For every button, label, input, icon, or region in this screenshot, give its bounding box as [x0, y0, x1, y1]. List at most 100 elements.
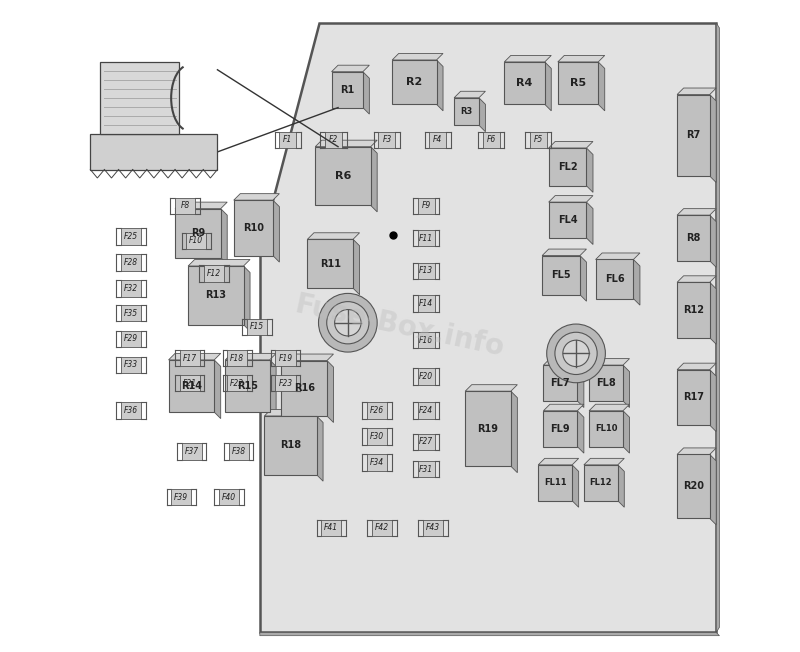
Polygon shape [595, 253, 640, 259]
FancyBboxPatch shape [392, 60, 437, 104]
FancyBboxPatch shape [234, 200, 273, 256]
Text: F13: F13 [419, 267, 433, 275]
Polygon shape [677, 363, 716, 370]
FancyBboxPatch shape [589, 365, 623, 401]
Text: R4: R4 [516, 78, 533, 88]
FancyBboxPatch shape [229, 443, 249, 460]
FancyBboxPatch shape [677, 282, 710, 338]
Text: F28: F28 [124, 258, 138, 267]
Text: F3: F3 [382, 136, 391, 144]
Polygon shape [716, 23, 719, 632]
FancyBboxPatch shape [246, 319, 267, 335]
FancyBboxPatch shape [558, 62, 598, 104]
Polygon shape [586, 148, 593, 192]
FancyBboxPatch shape [418, 295, 434, 312]
FancyBboxPatch shape [275, 350, 296, 366]
FancyBboxPatch shape [121, 228, 141, 244]
Text: F33: F33 [124, 361, 138, 369]
FancyBboxPatch shape [218, 489, 239, 505]
FancyBboxPatch shape [366, 402, 387, 419]
Polygon shape [589, 404, 630, 411]
Text: F1: F1 [283, 136, 293, 144]
Text: F30: F30 [370, 432, 384, 441]
Polygon shape [363, 72, 370, 114]
Text: R8: R8 [686, 233, 701, 243]
Polygon shape [542, 249, 586, 256]
FancyBboxPatch shape [366, 428, 387, 445]
Polygon shape [466, 385, 518, 391]
FancyBboxPatch shape [677, 215, 710, 261]
Text: R13: R13 [206, 290, 226, 301]
FancyBboxPatch shape [101, 61, 179, 134]
Text: Fuse-Box.info: Fuse-Box.info [293, 290, 507, 362]
FancyBboxPatch shape [530, 132, 546, 148]
Text: F2: F2 [329, 136, 338, 144]
FancyBboxPatch shape [366, 454, 387, 471]
Text: FL9: FL9 [550, 424, 570, 434]
Polygon shape [317, 416, 323, 481]
Polygon shape [545, 62, 551, 111]
Polygon shape [221, 209, 227, 264]
Text: FL8: FL8 [596, 378, 616, 388]
Polygon shape [270, 360, 276, 419]
FancyBboxPatch shape [677, 370, 710, 425]
FancyBboxPatch shape [121, 254, 141, 271]
FancyBboxPatch shape [321, 520, 342, 536]
FancyBboxPatch shape [430, 132, 446, 148]
Polygon shape [327, 361, 334, 422]
Text: F15: F15 [250, 323, 264, 331]
Polygon shape [273, 200, 279, 262]
Text: F31: F31 [419, 465, 433, 473]
Text: FL10: FL10 [594, 424, 618, 433]
Polygon shape [188, 259, 250, 266]
Text: R12: R12 [683, 305, 704, 315]
Text: F34: F34 [370, 458, 384, 467]
Text: R19: R19 [478, 424, 498, 434]
Text: F11: F11 [419, 234, 433, 243]
Polygon shape [282, 354, 334, 361]
FancyBboxPatch shape [543, 365, 578, 401]
FancyBboxPatch shape [204, 265, 224, 282]
Text: FL5: FL5 [551, 270, 571, 280]
Text: F14: F14 [419, 299, 433, 308]
Text: R16: R16 [294, 383, 314, 393]
FancyBboxPatch shape [372, 520, 392, 536]
Text: F20: F20 [419, 372, 433, 381]
FancyBboxPatch shape [169, 360, 214, 412]
Polygon shape [710, 215, 716, 267]
FancyBboxPatch shape [423, 520, 443, 536]
FancyBboxPatch shape [121, 305, 141, 321]
Text: F12: F12 [206, 269, 221, 278]
Polygon shape [710, 282, 716, 344]
FancyBboxPatch shape [121, 331, 141, 347]
Text: F22: F22 [230, 379, 244, 387]
FancyBboxPatch shape [543, 411, 578, 447]
Text: FL12: FL12 [590, 479, 612, 487]
Text: F41: F41 [324, 524, 338, 532]
Text: F36: F36 [124, 406, 138, 415]
Polygon shape [623, 411, 630, 453]
FancyBboxPatch shape [677, 95, 710, 176]
FancyBboxPatch shape [275, 375, 296, 391]
Polygon shape [572, 465, 578, 507]
FancyBboxPatch shape [182, 443, 202, 460]
Text: F21: F21 [182, 379, 197, 387]
Text: F39: F39 [174, 493, 188, 501]
Polygon shape [307, 233, 359, 239]
Text: R1: R1 [340, 85, 354, 95]
FancyBboxPatch shape [378, 132, 395, 148]
FancyBboxPatch shape [175, 209, 221, 258]
Text: F24: F24 [419, 406, 433, 415]
Polygon shape [710, 370, 716, 432]
FancyBboxPatch shape [418, 461, 434, 477]
FancyBboxPatch shape [279, 132, 296, 148]
Polygon shape [634, 259, 640, 305]
Text: R18: R18 [280, 440, 301, 451]
Circle shape [318, 293, 377, 352]
FancyBboxPatch shape [226, 360, 270, 412]
Text: F8: F8 [181, 201, 190, 210]
FancyBboxPatch shape [307, 239, 353, 288]
Polygon shape [549, 141, 593, 148]
Polygon shape [543, 404, 584, 411]
Text: F23: F23 [278, 379, 293, 387]
